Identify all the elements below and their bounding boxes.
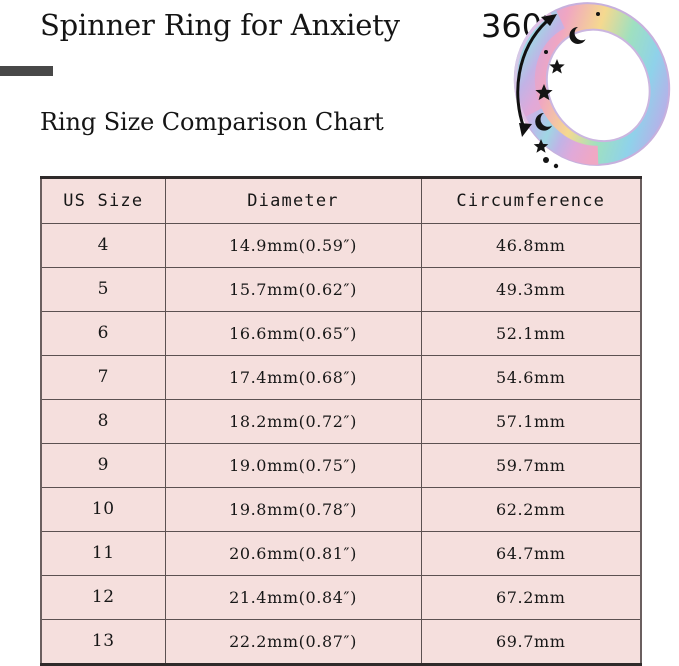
table-row: 10 19.8mm(0.78″) 62.2mm [41,487,641,532]
star-and-moon-motifs [533,12,600,169]
cell-circumference: 62.2mm [421,487,641,532]
cell-circumference: 46.8mm [421,223,641,268]
size-table-container: US Size Diameter Circumference 4 14.9mm(… [40,176,642,666]
cell-circumference: 52.1mm [421,311,641,356]
table-row: 9 19.0mm(0.75″) 59.7mm [41,443,641,488]
cell-circumference: 49.3mm [421,267,641,312]
table-row: 4 14.9mm(0.59″) 46.8mm [41,223,641,268]
cell-diameter: 17.4mm(0.68″) [165,355,422,400]
cell-us-size: 8 [41,399,166,444]
cell-diameter: 14.9mm(0.59″) [165,223,422,268]
ring-svg [513,2,671,169]
cell-diameter: 15.7mm(0.62″) [165,267,422,312]
rotation-arrow-icon [516,19,549,130]
table-row: 6 16.6mm(0.65″) 52.1mm [41,311,641,356]
cell-diameter: 21.4mm(0.84″) [165,575,422,620]
cell-us-size: 7 [41,355,166,400]
table-row: 5 15.7mm(0.62″) 49.3mm [41,267,641,312]
ring-size-comparison-table: US Size Diameter Circumference 4 14.9mm(… [40,176,642,666]
cell-us-size: 5 [41,267,166,312]
table-row: 8 18.2mm(0.72″) 57.1mm [41,399,641,444]
cell-diameter: 16.6mm(0.65″) [165,311,422,356]
cell-diameter: 18.2mm(0.72″) [165,399,422,444]
table-row: 11 20.6mm(0.81″) 64.7mm [41,531,641,576]
cell-us-size: 13 [41,619,166,665]
cell-diameter: 22.2mm(0.87″) [165,619,422,665]
cell-circumference: 59.7mm [421,443,641,488]
table-body: 4 14.9mm(0.59″) 46.8mm 5 15.7mm(0.62″) 4… [41,223,641,665]
spinner-ring-photo [500,0,679,170]
rotation-arrow-heads [519,14,557,137]
cell-diameter: 19.0mm(0.75″) [165,443,422,488]
cell-us-size: 6 [41,311,166,356]
column-header-us-size: US Size [41,177,166,224]
cell-circumference: 54.6mm [421,355,641,400]
accent-bar [0,66,53,76]
section-subtitle: Ring Size Comparison Chart [40,108,384,136]
table-row: 7 17.4mm(0.68″) 54.6mm [41,355,641,400]
column-header-circumference: Circumference [421,177,641,224]
cell-circumference: 57.1mm [421,399,641,444]
cell-circumference: 64.7mm [421,531,641,576]
table-row: 13 22.2mm(0.87″) 69.7mm [41,619,641,665]
cell-circumference: 69.7mm [421,619,641,665]
table-header: US Size Diameter Circumference [41,177,641,224]
cell-us-size: 10 [41,487,166,532]
cell-us-size: 9 [41,443,166,488]
cell-circumference: 67.2mm [421,575,641,620]
cell-us-size: 11 [41,531,166,576]
cell-diameter: 19.8mm(0.78″) [165,487,422,532]
table-row: 12 21.4mm(0.84″) 67.2mm [41,575,641,620]
cell-us-size: 12 [41,575,166,620]
column-header-diameter: Diameter [165,177,422,224]
page-title: Spinner Ring for Anxiety [40,8,400,42]
header-area: Spinner Ring for Anxiety Ring Size Compa… [0,0,679,170]
cell-us-size: 4 [41,223,166,268]
table-header-row: US Size Diameter Circumference [41,177,641,224]
cell-diameter: 20.6mm(0.81″) [165,531,422,576]
